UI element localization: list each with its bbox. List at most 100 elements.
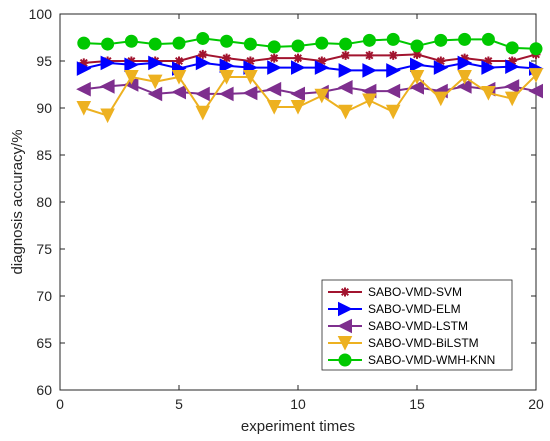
data-point: [266, 81, 282, 97]
data-point: [410, 39, 424, 53]
data-point: [148, 37, 162, 51]
data-point: [269, 53, 279, 63]
y-tick-label: 70: [36, 288, 52, 304]
data-point: [362, 63, 378, 78]
data-point: [76, 61, 92, 76]
data-point: [195, 86, 210, 102]
data-point: [481, 60, 497, 75]
data-point: [457, 69, 472, 85]
data-point: [100, 108, 115, 124]
data-point: [314, 60, 330, 75]
legend-label: SABO-VMD-SVM: [368, 285, 462, 299]
y-tick-label: 75: [36, 241, 52, 257]
x-tick-label: 20: [528, 396, 544, 412]
x-axis: 0 5 10 15 20: [56, 14, 544, 412]
series-sabo-vmd-elm: [76, 55, 544, 78]
data-point: [337, 80, 353, 95]
y-tick-label: 100: [29, 6, 53, 22]
data-point: [505, 41, 519, 55]
data-point: [147, 74, 163, 90]
data-point: [388, 50, 398, 60]
data-point: [195, 55, 211, 71]
data-point: [101, 37, 115, 51]
data-point: [362, 33, 376, 47]
data-point: [291, 39, 305, 53]
legend-marker: [340, 287, 350, 297]
data-point: [245, 56, 255, 66]
legend-marker: [338, 353, 352, 367]
legend-marker: [337, 336, 353, 351]
data-point: [529, 42, 543, 56]
data-point: [267, 40, 281, 54]
y-axis-title: diagnosis accuracy/%: [9, 129, 26, 274]
data-point: [481, 85, 496, 101]
data-point: [339, 37, 353, 51]
data-point: [314, 88, 330, 104]
y-tick-label: 65: [36, 335, 52, 351]
legend-marker: [338, 301, 353, 317]
legend-label: SABO-VMD-WMH-KNN: [368, 353, 495, 367]
data-point: [385, 83, 401, 99]
data-point: [436, 56, 446, 66]
y-tick-label: 90: [36, 100, 52, 116]
x-tick-label: 15: [409, 396, 425, 412]
data-point: [504, 79, 520, 94]
data-point: [196, 31, 210, 45]
data-point: [172, 36, 186, 50]
data-point: [291, 60, 306, 75]
series-sabo-vmd-bilstm: [76, 68, 544, 124]
data-point: [315, 36, 329, 50]
data-point: [100, 55, 116, 71]
x-tick-label: 0: [56, 396, 64, 412]
legend-label: SABO-VMD-ELM: [368, 302, 461, 316]
data-point: [290, 86, 305, 102]
y-axis: 60 65 70 75 80 85 90 95 100: [29, 6, 536, 398]
data-point: [198, 49, 208, 59]
data-point: [77, 36, 91, 50]
series-layer: [76, 31, 544, 124]
data-point: [293, 53, 303, 63]
data-point: [410, 57, 425, 73]
data-point: [99, 79, 115, 94]
data-point: [460, 53, 470, 63]
y-tick-label: 60: [36, 382, 52, 398]
data-point: [124, 69, 139, 85]
data-point: [338, 63, 354, 78]
data-point: [219, 69, 234, 85]
data-point: [243, 69, 258, 85]
legend-item: SABO-VMD-BiLSTM: [328, 336, 479, 351]
data-point: [341, 50, 351, 60]
data-point: [385, 104, 401, 120]
y-tick-label: 80: [36, 194, 52, 210]
data-point: [174, 56, 184, 66]
data-point: [290, 100, 306, 115]
data-point: [220, 34, 234, 48]
data-point: [317, 56, 327, 66]
data-point: [409, 69, 425, 85]
legend-label: SABO-VMD-LSTM: [368, 319, 468, 333]
data-point: [433, 91, 449, 107]
legend-label: SABO-VMD-BiLSTM: [368, 336, 479, 350]
data-point: [412, 49, 422, 59]
data-point: [171, 69, 187, 85]
data-point: [362, 93, 377, 109]
data-point: [243, 37, 257, 51]
data-point: [195, 105, 211, 121]
data-point: [364, 50, 374, 60]
data-point: [148, 55, 163, 71]
data-point: [147, 86, 163, 102]
data-point: [433, 60, 449, 75]
data-point: [79, 58, 89, 68]
data-point: [124, 34, 138, 48]
y-tick-label: 85: [36, 147, 52, 163]
data-point: [457, 55, 473, 71]
data-point: [483, 56, 493, 66]
series-sabo-vmd-wmh-knn: [77, 31, 543, 56]
data-point: [386, 32, 400, 46]
data-point: [458, 32, 472, 46]
data-point: [76, 101, 92, 116]
data-point: [481, 32, 495, 46]
legend-item: SABO-VMD-LSTM: [328, 318, 468, 334]
legend-marker: [337, 318, 352, 334]
